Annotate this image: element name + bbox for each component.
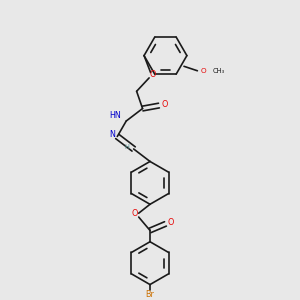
Text: O: O	[132, 209, 138, 218]
Text: HN: HN	[109, 111, 121, 120]
Text: O: O	[168, 218, 174, 227]
Text: O: O	[149, 70, 156, 79]
Text: CH₃: CH₃	[213, 68, 225, 74]
Text: Br: Br	[146, 290, 154, 299]
Text: N: N	[110, 130, 116, 139]
Text: O: O	[201, 68, 207, 74]
Text: O: O	[161, 100, 167, 109]
Text: H: H	[125, 145, 130, 151]
